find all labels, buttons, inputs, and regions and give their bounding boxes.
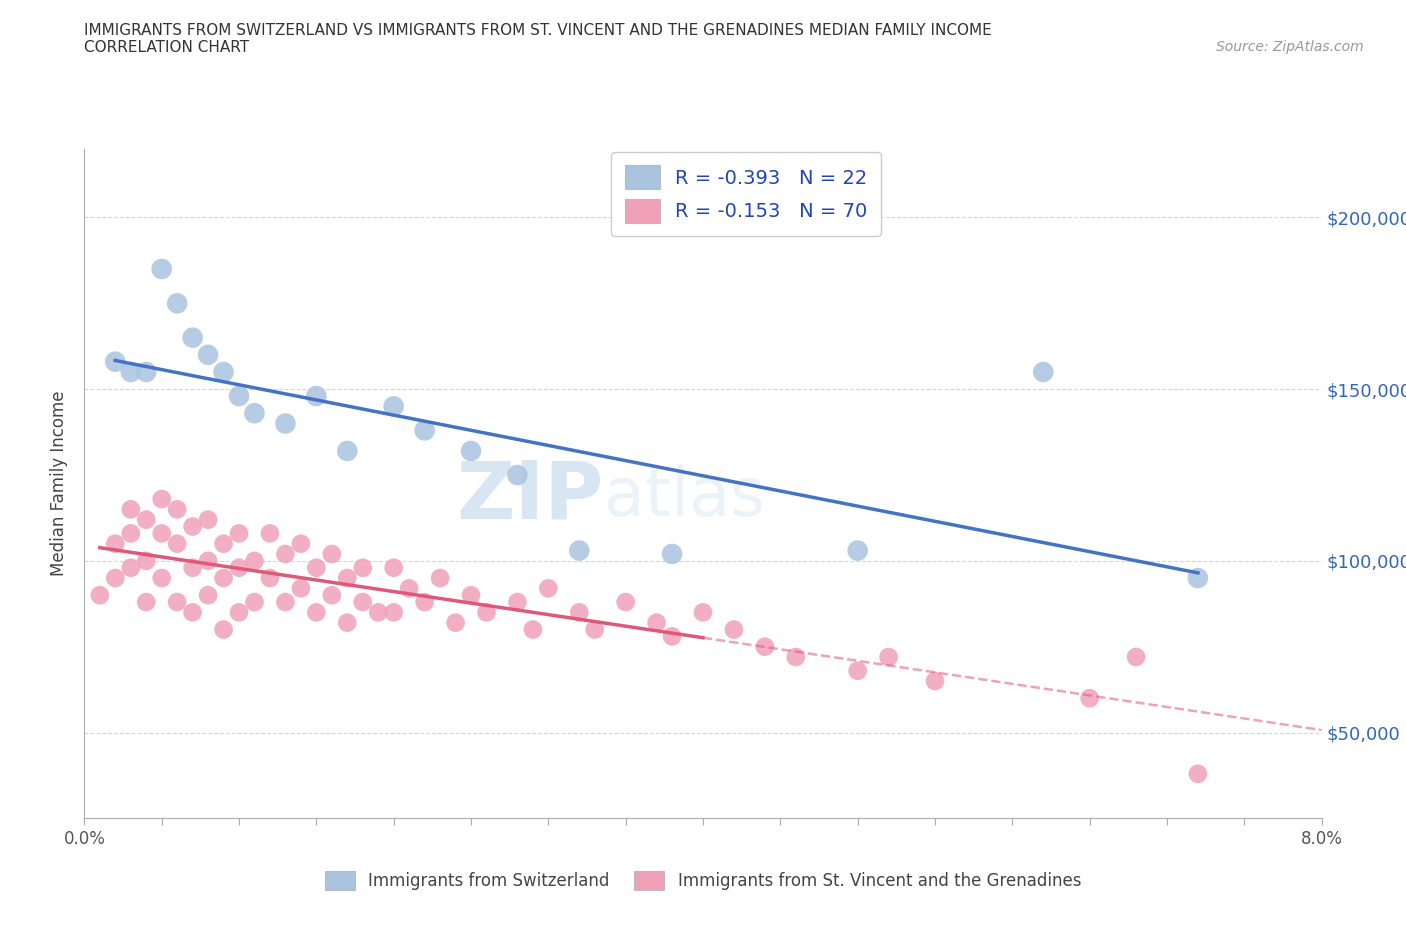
Point bbox=[382, 604, 405, 619]
Point bbox=[150, 526, 173, 541]
Point bbox=[228, 526, 250, 541]
Point bbox=[398, 581, 420, 596]
Point bbox=[181, 519, 204, 534]
Point bbox=[228, 604, 250, 619]
Point bbox=[846, 543, 869, 558]
Point bbox=[754, 639, 776, 654]
Point bbox=[568, 543, 591, 558]
Point bbox=[212, 365, 235, 379]
Point bbox=[460, 444, 482, 458]
Point bbox=[150, 571, 173, 586]
Point bbox=[104, 537, 127, 551]
Point bbox=[104, 571, 127, 586]
Point bbox=[243, 553, 266, 568]
Point bbox=[290, 537, 312, 551]
Point bbox=[166, 296, 188, 311]
Point bbox=[429, 571, 451, 586]
Legend: Immigrants from Switzerland, Immigrants from St. Vincent and the Grenadines: Immigrants from Switzerland, Immigrants … bbox=[318, 865, 1088, 897]
Point bbox=[877, 649, 900, 664]
Point bbox=[166, 594, 188, 609]
Point bbox=[135, 553, 157, 568]
Text: ZIP: ZIP bbox=[457, 458, 605, 536]
Point bbox=[568, 604, 591, 619]
Point bbox=[1078, 691, 1101, 706]
Point bbox=[243, 405, 266, 420]
Point bbox=[413, 594, 436, 609]
Point bbox=[166, 502, 188, 517]
Point bbox=[661, 547, 683, 562]
Text: Source: ZipAtlas.com: Source: ZipAtlas.com bbox=[1216, 40, 1364, 54]
Point bbox=[583, 622, 606, 637]
Text: atlas: atlas bbox=[605, 464, 765, 530]
Point bbox=[367, 604, 389, 619]
Point bbox=[212, 622, 235, 637]
Point bbox=[181, 330, 204, 345]
Point bbox=[305, 604, 328, 619]
Point bbox=[336, 571, 359, 586]
Point bbox=[352, 560, 374, 575]
Point bbox=[197, 348, 219, 363]
Point bbox=[1187, 766, 1209, 781]
Point bbox=[228, 560, 250, 575]
Point bbox=[321, 547, 343, 562]
Text: IMMIGRANTS FROM SWITZERLAND VS IMMIGRANTS FROM ST. VINCENT AND THE GRENADINES ME: IMMIGRANTS FROM SWITZERLAND VS IMMIGRANT… bbox=[84, 23, 993, 38]
Point bbox=[537, 581, 560, 596]
Point bbox=[785, 649, 807, 664]
Point bbox=[924, 673, 946, 688]
Point bbox=[321, 588, 343, 603]
Point bbox=[135, 365, 157, 379]
Point bbox=[274, 416, 297, 431]
Point bbox=[120, 365, 142, 379]
Point bbox=[692, 604, 714, 619]
Point bbox=[197, 512, 219, 527]
Point bbox=[135, 512, 157, 527]
Point bbox=[212, 571, 235, 586]
Point bbox=[645, 616, 668, 631]
Point bbox=[274, 547, 297, 562]
Point bbox=[120, 560, 142, 575]
Point bbox=[120, 526, 142, 541]
Point bbox=[846, 663, 869, 678]
Point bbox=[382, 560, 405, 575]
Point bbox=[135, 594, 157, 609]
Point bbox=[259, 571, 281, 586]
Point bbox=[181, 604, 204, 619]
Point bbox=[104, 354, 127, 369]
Point bbox=[197, 588, 219, 603]
Point bbox=[352, 594, 374, 609]
Point bbox=[290, 581, 312, 596]
Point bbox=[506, 594, 529, 609]
Point bbox=[1032, 365, 1054, 379]
Point bbox=[336, 616, 359, 631]
Point bbox=[259, 526, 281, 541]
Point bbox=[243, 594, 266, 609]
Point bbox=[522, 622, 544, 637]
Point bbox=[305, 389, 328, 404]
Point bbox=[506, 468, 529, 483]
Point bbox=[661, 629, 683, 644]
Point bbox=[444, 616, 467, 631]
Point bbox=[305, 560, 328, 575]
Point bbox=[336, 444, 359, 458]
Point bbox=[723, 622, 745, 637]
Point bbox=[197, 553, 219, 568]
Point bbox=[460, 588, 482, 603]
Point bbox=[228, 389, 250, 404]
Point bbox=[120, 502, 142, 517]
Point bbox=[89, 588, 111, 603]
Point bbox=[274, 594, 297, 609]
Point bbox=[1187, 571, 1209, 586]
Point bbox=[614, 594, 637, 609]
Point bbox=[475, 604, 498, 619]
Point bbox=[181, 560, 204, 575]
Point bbox=[212, 537, 235, 551]
Point bbox=[150, 261, 173, 276]
Y-axis label: Median Family Income: Median Family Income bbox=[51, 391, 69, 577]
Point bbox=[150, 492, 173, 507]
Point bbox=[413, 423, 436, 438]
Text: CORRELATION CHART: CORRELATION CHART bbox=[84, 40, 249, 55]
Point bbox=[166, 537, 188, 551]
Point bbox=[1125, 649, 1147, 664]
Point bbox=[382, 399, 405, 414]
